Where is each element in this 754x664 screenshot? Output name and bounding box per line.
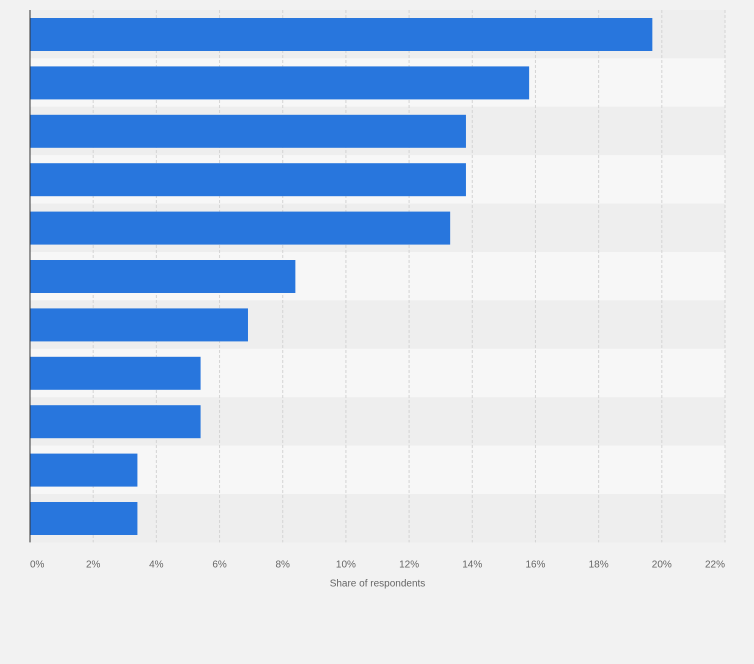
bars [30, 18, 653, 535]
bar[interactable] [30, 163, 466, 197]
x-tick-label: 2% [86, 559, 101, 570]
row-band [30, 445, 725, 494]
x-tick-label: 10% [336, 559, 356, 570]
bar[interactable] [30, 260, 296, 293]
bar[interactable] [30, 18, 653, 51]
x-tick-label: 20% [652, 559, 672, 570]
x-tick-label: 22% [705, 559, 725, 570]
row-band [30, 494, 725, 543]
bar[interactable] [30, 453, 138, 487]
bar[interactable] [30, 66, 530, 100]
bar[interactable] [30, 211, 451, 245]
x-tick-label: 18% [589, 559, 609, 570]
bar[interactable] [30, 405, 201, 439]
bar[interactable] [30, 308, 248, 342]
x-axis-ticks: 0% 2% 4% 6% 8% 10% 12% 14% 16% 18% 20% 22% [30, 559, 725, 570]
bar[interactable] [30, 502, 138, 535]
x-tick-label: 4% [149, 559, 164, 570]
x-tick-label: 0% [30, 559, 45, 570]
bar[interactable] [30, 356, 201, 390]
x-tick-label: 8% [276, 559, 291, 570]
bar[interactable] [30, 114, 466, 148]
x-tick-label: 6% [212, 559, 227, 570]
x-tick-label: 12% [399, 559, 419, 570]
x-tick-label: 14% [462, 559, 482, 570]
x-tick-label: 16% [525, 559, 545, 570]
x-axis-title: Share of respondents [330, 578, 426, 589]
